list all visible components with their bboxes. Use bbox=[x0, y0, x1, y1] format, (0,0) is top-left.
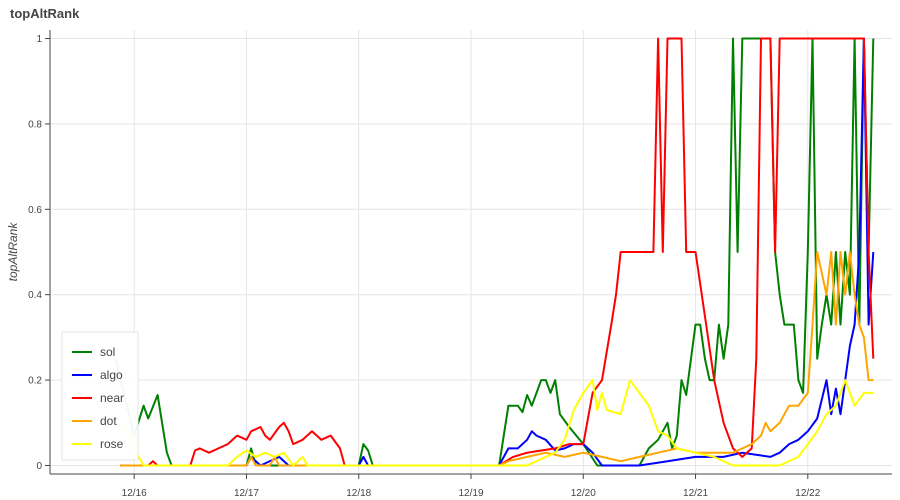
legend-label-dot[interactable]: dot bbox=[100, 414, 117, 428]
legend-label-rose[interactable]: rose bbox=[100, 437, 124, 451]
y-tick-label: 0.6 bbox=[28, 205, 42, 216]
series-line-algo bbox=[120, 37, 875, 467]
series-lines bbox=[114, 37, 875, 467]
series-line-near bbox=[120, 37, 875, 467]
legend-label-algo[interactable]: algo bbox=[100, 368, 123, 382]
y-axis-label: topAltRank bbox=[6, 222, 20, 282]
series-line-sol bbox=[114, 37, 875, 467]
series-line-rose bbox=[115, 379, 874, 467]
x-tick-label: 12/19 bbox=[458, 488, 483, 499]
y-tick-label: 0.8 bbox=[28, 119, 42, 130]
legend-label-near[interactable]: near bbox=[100, 391, 124, 405]
y-tick-label: 0.2 bbox=[28, 376, 42, 387]
series-line-dot bbox=[120, 251, 874, 467]
x-tick-label: 12/16 bbox=[122, 488, 147, 499]
y-tick-label: 0 bbox=[36, 461, 42, 472]
chart-title: topAltRank bbox=[10, 6, 80, 21]
x-tick-label: 12/18 bbox=[346, 488, 371, 499]
x-tick-label: 12/22 bbox=[795, 488, 820, 499]
y-tick-label: 0.4 bbox=[28, 290, 42, 301]
grid bbox=[50, 30, 892, 474]
legend[interactable]: sol algo near dot rose bbox=[61, 331, 139, 461]
axes: 0 0.2 0.4 0.6 0.8 1 12/16 12/17 12/18 12/19 12/20 1… bbox=[6, 30, 892, 499]
x-tick-label: 12/20 bbox=[571, 488, 596, 499]
x-tick-label: 12/17 bbox=[234, 488, 259, 499]
legend-label-sol[interactable]: sol bbox=[100, 345, 115, 359]
x-tick-label: 12/21 bbox=[683, 488, 708, 499]
legend-box bbox=[61, 331, 139, 461]
y-tick-label: 1 bbox=[36, 34, 42, 45]
